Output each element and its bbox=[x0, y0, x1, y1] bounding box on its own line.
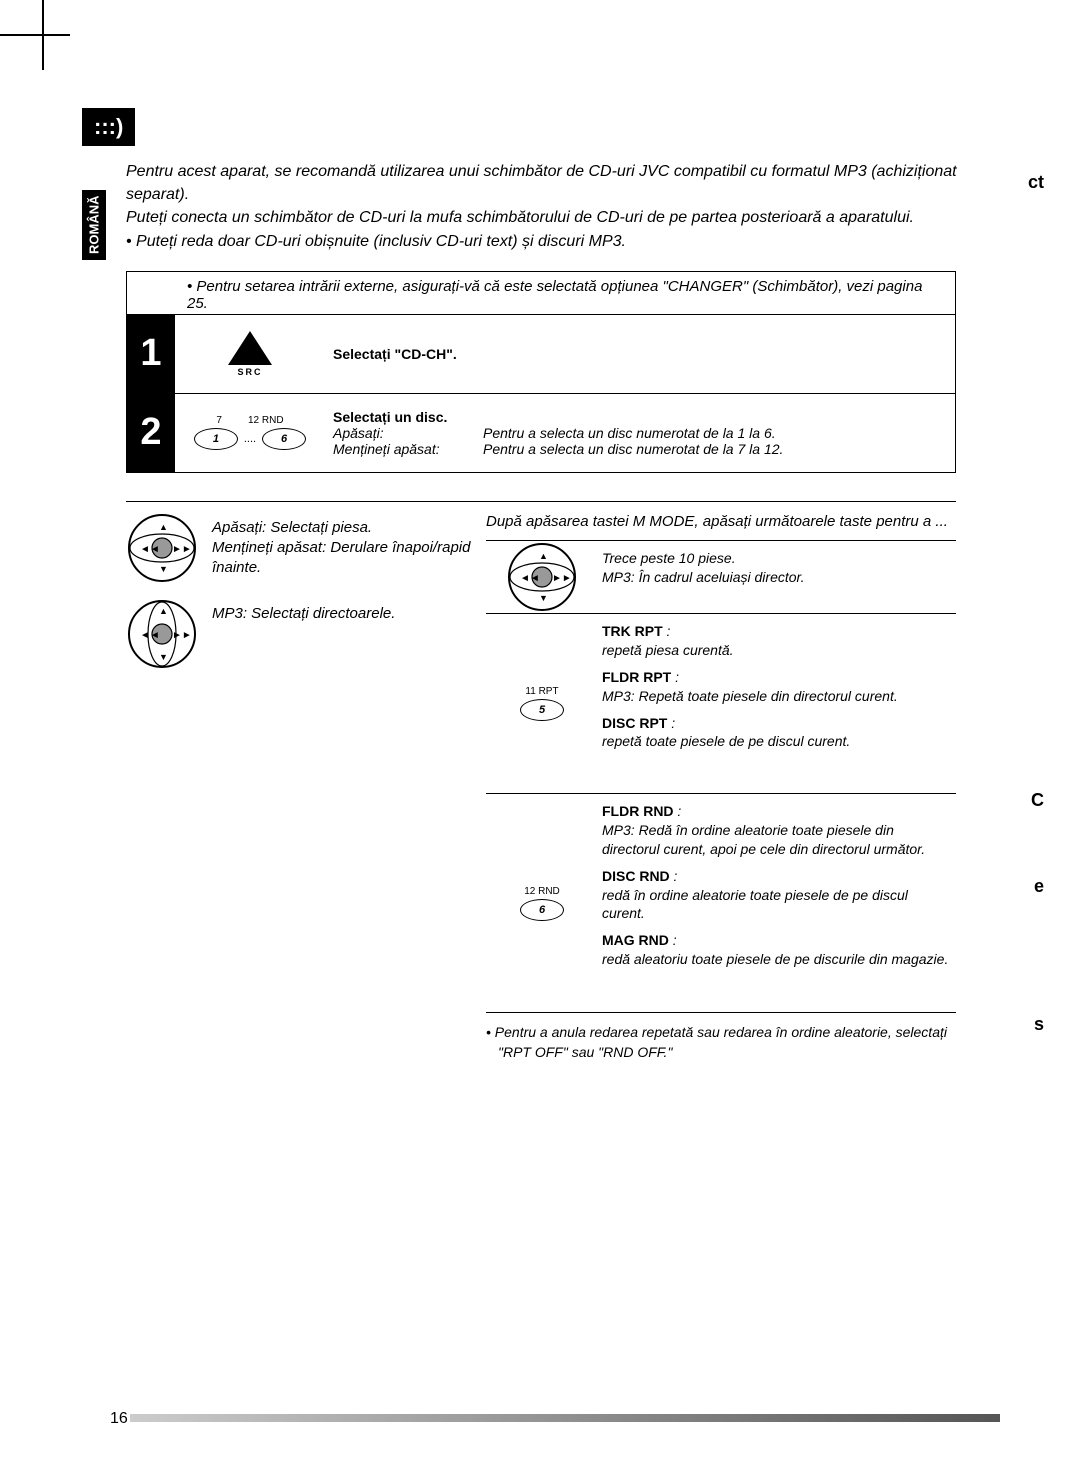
oval-button-6: 6 bbox=[262, 428, 306, 450]
fldr-rpt-desc: MP3: Repetă toate piesele din directorul… bbox=[602, 688, 898, 704]
fldr-rnd-label: FLDR RND bbox=[602, 803, 674, 819]
crop-text-ct: ct bbox=[1028, 172, 1044, 193]
fldr-rpt-label: FLDR RPT bbox=[602, 669, 671, 685]
step2-press-desc: Pentru a selecta un disc numerotat de la… bbox=[483, 425, 776, 441]
intro-text: Pentru acest aparat, se recomandă utiliz… bbox=[82, 160, 962, 253]
random-modes-text: FLDR RND : MP3: Redă în ordine aleatorie… bbox=[598, 794, 956, 1012]
disc-rnd-desc: redă în ordine aleatorie toate piesele d… bbox=[602, 887, 908, 922]
crop-mark-horizontal bbox=[0, 34, 70, 36]
oval-button-6b: 6 bbox=[520, 899, 564, 921]
op-row-track: ◄◄ ►► ▲ ▼ Apăsați: Selectați piesa. Menț… bbox=[126, 512, 486, 584]
mode-header: După apăsarea tastei M MODE, apăsați urm… bbox=[486, 512, 956, 532]
disc-rnd-label: DISC RND bbox=[602, 868, 670, 884]
step2-press: Apăsați: bbox=[333, 425, 483, 441]
svg-text:◄◄: ◄◄ bbox=[140, 630, 160, 641]
rnd-label: 12 RND bbox=[524, 886, 560, 897]
btn-label-12rnd: 12 RND bbox=[248, 415, 284, 426]
mode-row-repeat: 11 RPT 5 TRK RPT : repetă piesa curentă.… bbox=[486, 613, 956, 793]
crop-text-e: e bbox=[1034, 876, 1044, 897]
svg-text:◄◄: ◄◄ bbox=[520, 573, 540, 584]
step2-text: Selectați un disc. Apăsați: Pentru a sel… bbox=[325, 403, 955, 463]
operations-section: ◄◄ ►► ▲ ▼ Apăsați: Selectați piesa. Menț… bbox=[126, 501, 956, 1062]
src-button-icon: SRC bbox=[175, 331, 325, 377]
page-number: 16 bbox=[110, 1410, 128, 1428]
dial-icon-skip: ◄◄ ►► ▲ ▼ bbox=[506, 541, 578, 613]
svg-text:►►: ►► bbox=[552, 573, 572, 584]
svg-text:▼: ▼ bbox=[159, 652, 168, 662]
intro-line-2: Puteți conecta un schimbător de CD-uri l… bbox=[126, 206, 962, 229]
ops-right-column: După apăsarea tastei M MODE, apăsați urm… bbox=[486, 512, 956, 1062]
btn-dots: .... bbox=[244, 433, 256, 445]
op-row-folder: ◄◄ ►► ▲ ▼ MP3: Selectați directoarele. bbox=[126, 598, 486, 670]
trk-rpt-desc: repetă piesa curentă. bbox=[602, 642, 734, 658]
repeat-modes-text: TRK RPT : repetă piesa curentă. FLDR RPT… bbox=[598, 614, 956, 793]
language-tab: ROMÂNĂ bbox=[82, 190, 106, 260]
note-header: • Pentru setarea intrării externe, asigu… bbox=[127, 272, 955, 314]
page-content: :::) Pentru acest aparat, se recomandă u… bbox=[82, 108, 962, 1062]
mode-table: ◄◄ ►► ▲ ▼ Trece peste 10 piese. MP3: În … bbox=[486, 540, 956, 1013]
step2-hold: Mențineți apăsat: bbox=[333, 441, 483, 457]
crop-text-s: s bbox=[1034, 1014, 1044, 1035]
dial-icon-horizontal: ◄◄ ►► ▲ ▼ bbox=[126, 512, 198, 584]
section-title-icon: :::) bbox=[82, 108, 135, 146]
cancel-footnote: • Pentru a anula redarea repetată sau re… bbox=[486, 1023, 956, 1062]
disc-rpt-desc: repetă toate piesele de pe discul curent… bbox=[602, 733, 850, 749]
svg-text:▲: ▲ bbox=[159, 522, 168, 532]
mode-row-random: 12 RND 6 FLDR RND : MP3: Redă în ordine … bbox=[486, 793, 956, 1013]
ops-left-column: ◄◄ ►► ▲ ▼ Apăsați: Selectați piesa. Menț… bbox=[126, 512, 486, 1062]
rpt-label: 11 RPT bbox=[525, 686, 558, 697]
intro-line-1: Pentru acest aparat, se recomandă utiliz… bbox=[126, 160, 962, 206]
fldr-rnd-desc: MP3: Redă în ordine aleatorie toate pies… bbox=[602, 822, 925, 857]
oval-button-5: 5 bbox=[520, 699, 564, 721]
step-row-2: 2 7 12 RND 1 .... 6 Selectați un disc. A… bbox=[127, 393, 955, 472]
svg-text:▲: ▲ bbox=[159, 606, 168, 616]
svg-text:►►: ►► bbox=[172, 544, 192, 555]
step-number-2: 2 bbox=[127, 394, 175, 472]
mag-rnd-desc: redă aleatoriu toate piesele de pe discu… bbox=[602, 951, 948, 967]
btn-label-7: 7 bbox=[216, 415, 222, 426]
src-label: SRC bbox=[237, 367, 262, 377]
step-number-1: 1 bbox=[127, 315, 175, 393]
dial-icon-vertical: ◄◄ ►► ▲ ▼ bbox=[126, 598, 198, 670]
intro-line-3: • Puteți reda doar CD-uri obișnuite (inc… bbox=[126, 230, 962, 253]
oval-button-1: 1 bbox=[194, 428, 238, 450]
number-buttons-icon: 7 12 RND 1 .... 6 bbox=[175, 415, 325, 450]
svg-text:▼: ▼ bbox=[159, 564, 168, 574]
step2-hold-desc: Pentru a selecta un disc numerotat de la… bbox=[483, 441, 783, 457]
step2-title: Selectați un disc. bbox=[333, 409, 947, 425]
mode-row-skip: ◄◄ ►► ▲ ▼ Trece peste 10 piese. MP3: În … bbox=[486, 540, 956, 613]
step1-label: Selectați "CD-CH". bbox=[333, 346, 457, 362]
svg-text:▲: ▲ bbox=[539, 551, 548, 561]
trk-rpt-label: TRK RPT bbox=[602, 623, 663, 639]
disc-rpt-label: DISC RPT bbox=[602, 715, 667, 731]
svg-text:►►: ►► bbox=[172, 630, 192, 641]
step-row-1: 1 SRC Selectați "CD-CH". bbox=[127, 314, 955, 393]
footer-gradient-bar bbox=[130, 1414, 1000, 1422]
crop-text-c: C bbox=[1031, 790, 1044, 811]
svg-text:▼: ▼ bbox=[539, 593, 548, 603]
step1-text: Selectați "CD-CH". bbox=[325, 340, 955, 368]
mode-skip-text: Trece peste 10 piese. MP3: În cadrul ace… bbox=[598, 541, 956, 613]
mag-rnd-label: MAG RND bbox=[602, 932, 669, 948]
op-track-text: Apăsați: Selectați piesa. Mențineți apăs… bbox=[212, 512, 486, 579]
steps-box: • Pentru setarea intrării externe, asigu… bbox=[126, 271, 956, 473]
op-folder-text: MP3: Selectați directoarele. bbox=[212, 598, 395, 624]
svg-text:◄◄: ◄◄ bbox=[140, 544, 160, 555]
